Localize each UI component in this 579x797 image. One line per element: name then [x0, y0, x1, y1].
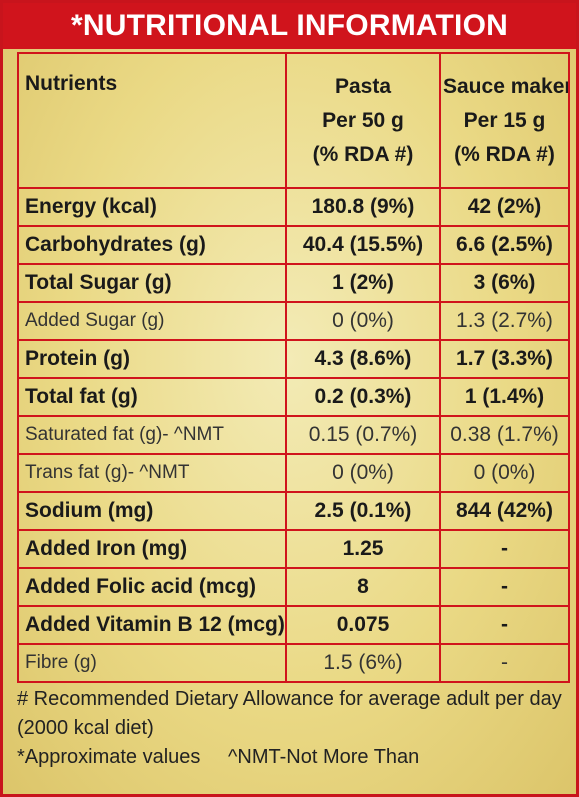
sauce-value-cell: 3 (6%) — [439, 263, 570, 303]
nutrient-name-cell: Sodium (mg) — [17, 491, 287, 531]
table-row: Total fat (g) 0.2 (0.3%) 1 (1.4%) — [17, 377, 570, 417]
nutrient-name-cell: Protein (g) — [17, 339, 287, 379]
footnote-row: *Approximate values ^NMT-Not More Than — [17, 743, 568, 772]
sauce-value-cell: 0 (0%) — [439, 453, 570, 493]
pasta-header-line: Per 50 g — [322, 108, 404, 132]
pasta-value-cell: 0.2 (0.3%) — [285, 377, 441, 417]
table-row: Fibre (g) 1.5 (6%) - — [17, 643, 570, 683]
sauce-value-cell: 1 (1.4%) — [439, 377, 570, 417]
pasta-value-cell: 180.8 (9%) — [285, 187, 441, 227]
nutrient-name-cell: Fibre (g) — [17, 643, 287, 683]
sauce-value-cell: - — [439, 567, 570, 607]
pasta-value-cell: 1 (2%) — [285, 263, 441, 303]
pasta-value-cell: 0.075 — [285, 605, 441, 645]
pasta-header-line: (% RDA #) — [312, 142, 414, 166]
nmt-footnote: ^NMT-Not More Than — [228, 746, 420, 768]
pasta-value-cell: 40.4 (15.5%) — [285, 225, 441, 265]
nutrition-table: Nutrients Pasta Per 50 g (% RDA #) Sauce… — [17, 52, 570, 683]
pasta-value-cell: 1.25 — [285, 529, 441, 569]
sauce-header-line: (% RDA #) — [454, 142, 555, 166]
table-row: Carbohydrates (g) 40.4 (15.5%) 6.6 (2.5%) — [17, 225, 570, 265]
table-row: Added Folic acid (mcg) 8- — [17, 567, 570, 607]
sauce-value-cell: - — [439, 643, 570, 683]
pasta-value-cell: 4.3 (8.6%) — [285, 339, 441, 379]
nutrient-name-cell: Carbohydrates (g) — [17, 225, 287, 265]
table-row: Sodium (mg) 2.5 (0.1%) 844 (42%) — [17, 491, 570, 531]
nutrient-name-cell: Energy (kcal) — [17, 187, 287, 227]
table-row: Added Vitamin B 12 (mcg) 0.075- — [17, 605, 570, 645]
rda-footnote: # Recommended Dietary Allowance for aver… — [17, 688, 562, 739]
sauce-value-cell: 1.7 (3.3%) — [439, 339, 570, 379]
pasta-value-cell: 0 (0%) — [285, 301, 441, 341]
table-row: Protein (g) 4.3 (8.6%) 1.7 (3.3%) — [17, 339, 570, 379]
table-row: Trans fat (g)- ^NMT 0 (0%) 0 (0%) — [17, 453, 570, 493]
sauce-value-cell: 42 (2%) — [439, 187, 570, 227]
sauce-value-cell: 844 (42%) — [439, 491, 570, 531]
nutrient-name-cell: Added Folic acid (mcg) — [17, 567, 287, 607]
table-header-row: Nutrients Pasta Per 50 g (% RDA #) Sauce… — [17, 52, 570, 189]
page-title: *NUTRITIONAL INFORMATION — [3, 3, 576, 49]
footnotes: # Recommended Dietary Allowance for aver… — [17, 685, 568, 772]
nutrient-name-cell: Added Vitamin B 12 (mcg) — [17, 605, 287, 645]
pasta-header-line: Pasta — [334, 74, 392, 98]
table-row: Total Sugar (g) 1 (2%) 3 (6%) — [17, 263, 570, 303]
sauce-header-line: Per 15 g — [463, 108, 546, 132]
nutrient-name-cell: Total Sugar (g) — [17, 263, 287, 303]
nutrient-name-cell: Added Iron (mg) — [17, 529, 287, 569]
pasta-value-cell: 0.15 (0.7%) — [285, 415, 441, 455]
sauce-column-header: Sauce maker Per 15 g (% RDA #) — [439, 52, 570, 189]
sauce-value-cell: 6.6 (2.5%) — [439, 225, 570, 265]
sauce-header-line: Sauce maker — [443, 74, 569, 98]
sauce-value-cell: - — [439, 605, 570, 645]
pasta-value-cell: 2.5 (0.1%) — [285, 491, 441, 531]
table-row: Saturated fat (g)- ^NMT 0.15 (0.7%) 0.38 (… — [17, 415, 570, 455]
nutrient-name-cell: Trans fat (g)- ^NMT — [17, 453, 287, 493]
nutrient-name-cell: Total fat (g) — [17, 377, 287, 417]
sauce-value-cell: 1.3 (2.7%) — [439, 301, 570, 341]
table-row: Added Sugar (g) 0 (0%) 1.3 (2.7%) — [17, 301, 570, 341]
table-row: Energy (kcal) 180.8 (9%) 42 (2%) — [17, 187, 570, 227]
sauce-value-cell: - — [439, 529, 570, 569]
approx-footnote: *Approximate values — [17, 746, 201, 768]
nutrient-name-cell: Added Sugar (g) — [17, 301, 287, 341]
sauce-value-cell: 0.38 (1.7%) — [439, 415, 570, 455]
table-row: Added Iron (mg) 1.25- — [17, 529, 570, 569]
pasta-value-cell: 0 (0%) — [285, 453, 441, 493]
nutrient-name-cell: Saturated fat (g)- ^NMT — [17, 415, 287, 455]
nutrients-column-header: Nutrients — [17, 52, 287, 189]
pasta-column-header: Pasta Per 50 g (% RDA #) — [285, 52, 441, 189]
pasta-value-cell: 1.5 (6%) — [285, 643, 441, 683]
nutrition-table-body: Energy (kcal) 180.8 (9%) 42 (2%) Carbohydra… — [17, 187, 570, 683]
pasta-value-cell: 8 — [285, 567, 441, 607]
